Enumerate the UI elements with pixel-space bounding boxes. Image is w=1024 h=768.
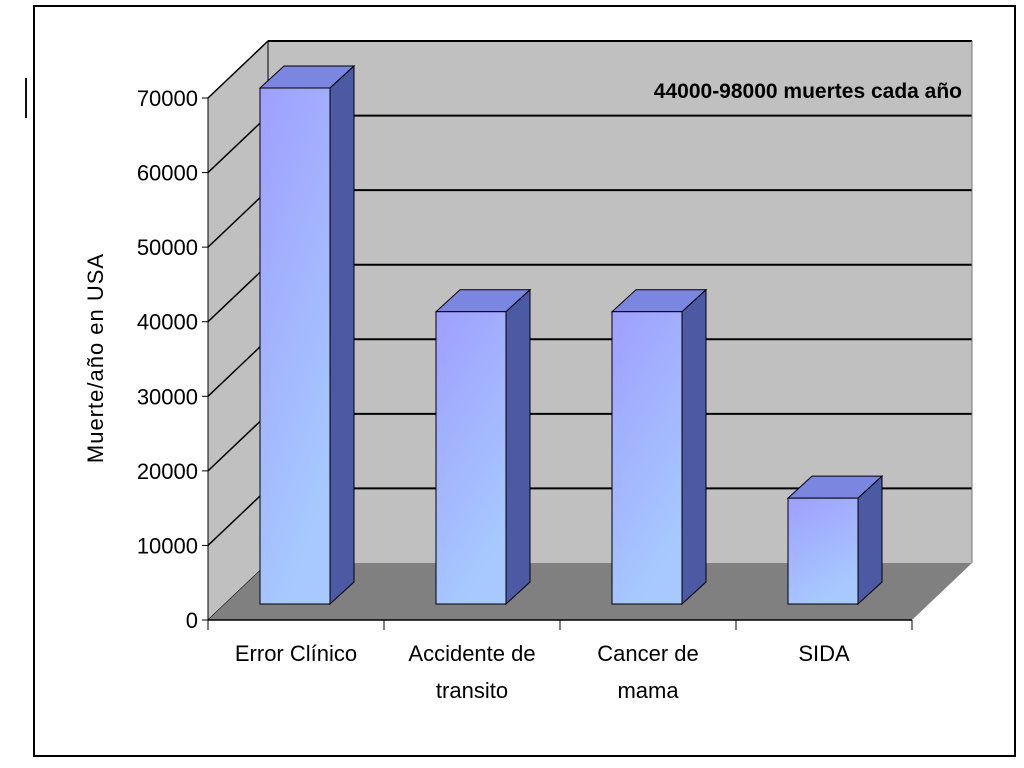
y-tick-label: 30000 [137, 384, 198, 409]
y-tick-label: 70000 [137, 86, 198, 111]
bar-side [681, 288, 707, 606]
bar-side [505, 288, 531, 606]
floor [208, 563, 972, 620]
gridline-depth [207, 189, 269, 248]
bar [259, 87, 331, 605]
y-tick-label: 10000 [137, 533, 198, 558]
gridline-depth [207, 264, 269, 323]
bar [435, 311, 507, 605]
y-tick-label: 20000 [137, 459, 198, 484]
cursor-mark [25, 78, 27, 118]
x-tick-label: Accidente de [408, 641, 535, 666]
x-tick-label: transito [436, 678, 508, 703]
chart-annotation: 44000-98000 muertes cada año [654, 80, 962, 103]
x-tick-label: mama [617, 678, 679, 703]
gridline-depth [207, 413, 269, 472]
y-tick-label: 60000 [137, 161, 198, 186]
gridline-depth [207, 115, 269, 174]
y-tick-label: 50000 [137, 235, 198, 260]
bar-side [329, 64, 355, 606]
x-tick-label: SIDA [798, 641, 850, 666]
x-tick-label: Cancer de [597, 641, 699, 666]
plot-area: 0 10000 20000 30000 40000 50000 60000 70000 Erro… [137, 39, 973, 703]
side-wall [207, 39, 269, 622]
y-tick-label: 0 [186, 608, 198, 633]
gridline-depth [207, 40, 269, 99]
y-tick-label: 40000 [137, 310, 198, 335]
bar [787, 497, 859, 605]
bar-side [857, 475, 883, 606]
x-tick-label: Error Clínico [235, 641, 357, 666]
y-axis-label: Muerte/año en USA [83, 253, 108, 463]
gridline-depth [207, 487, 269, 546]
gridline-depth [207, 338, 269, 397]
bar [611, 311, 683, 605]
